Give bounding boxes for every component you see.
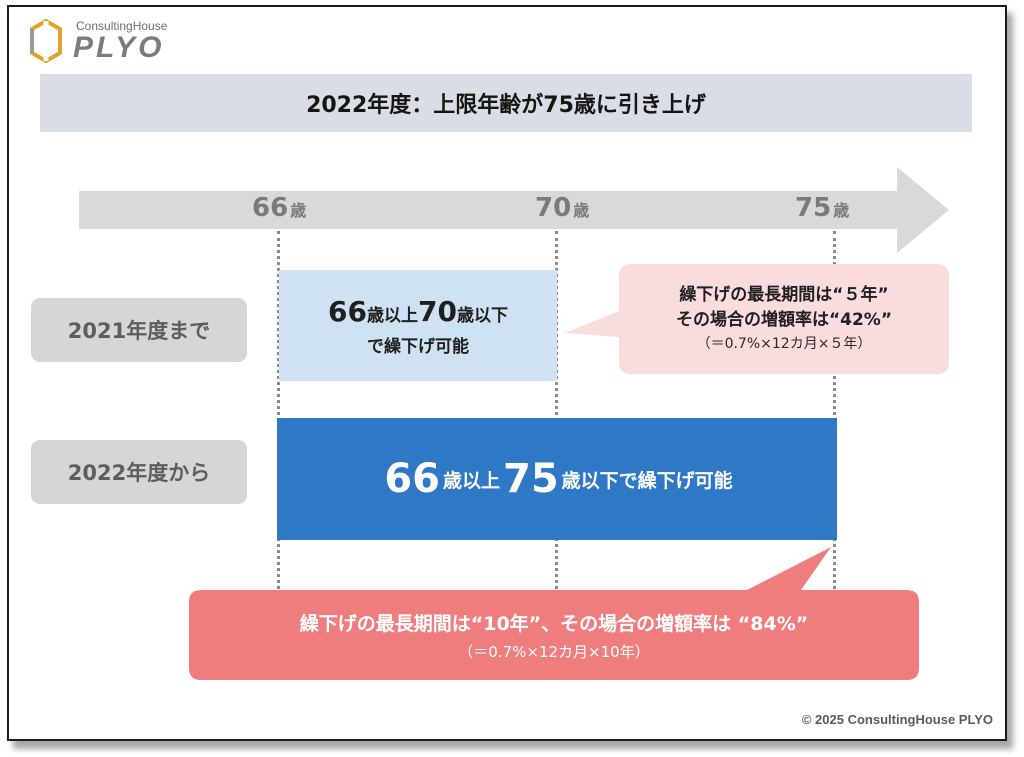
brand-logo-text: PLYO (73, 31, 165, 64)
divider-75 (833, 231, 836, 589)
range-2021-line1: 66歳以上70歳以下 (328, 294, 508, 328)
callout1-line2: その場合の増額率は“42%” (675, 310, 893, 330)
row-label-2022: 2022年度から (31, 440, 247, 504)
callout-10-years: 繰下げの最長期間は“10年”、その場合の増額率は “84%” （＝0.7%×12… (189, 590, 919, 680)
callout1-line1: 繰下げの最長期間は“５年” (679, 285, 889, 305)
age-label-70: 70 歳 (535, 193, 590, 223)
divider-66 (277, 231, 280, 589)
callout2-line1: 繰下げの最長期間は“10年”、その場合の増額率は “84%” (299, 612, 809, 635)
divider-70 (555, 231, 558, 589)
callout-5-years: 繰下げの最長期間は“５年” その場合の増額率は“42%” （＝0.7%×12カ月… (619, 264, 949, 374)
timeline-arrow (79, 167, 949, 253)
age-label-66: 66 歳 (252, 193, 307, 223)
callout1-line3: （＝0.7%×12カ月×５年） (696, 336, 872, 352)
age-label-75: 75 歳 (795, 193, 850, 223)
callout2-line2: （＝0.7%×12カ月×10年） (458, 642, 650, 661)
callout1-shape (565, 264, 949, 374)
row-label-2021: 2021年度まで (31, 298, 247, 362)
copyright: © 2025 ConsultingHouse PLYO (801, 712, 993, 727)
page-title: 2022年度：上限年齢が75歳に引き上げ (40, 74, 972, 132)
brand-subtitle: ConsultingHouse (76, 19, 168, 33)
range-2021-line2: で繰下げ可能 (367, 336, 469, 357)
slide: ConsultingHouse PLYO 2022年度：上限年齢が75歳に引き上… (7, 5, 1007, 741)
range-box-2022: 66 歳以上 75 歳以下で繰下げ可能 (277, 418, 837, 540)
range-box-2021: 66歳以上70歳以下 で繰下げ可能 (279, 270, 557, 381)
logo-icon (30, 19, 62, 63)
callout2-shape (189, 547, 919, 680)
callout-shapes (189, 264, 949, 680)
